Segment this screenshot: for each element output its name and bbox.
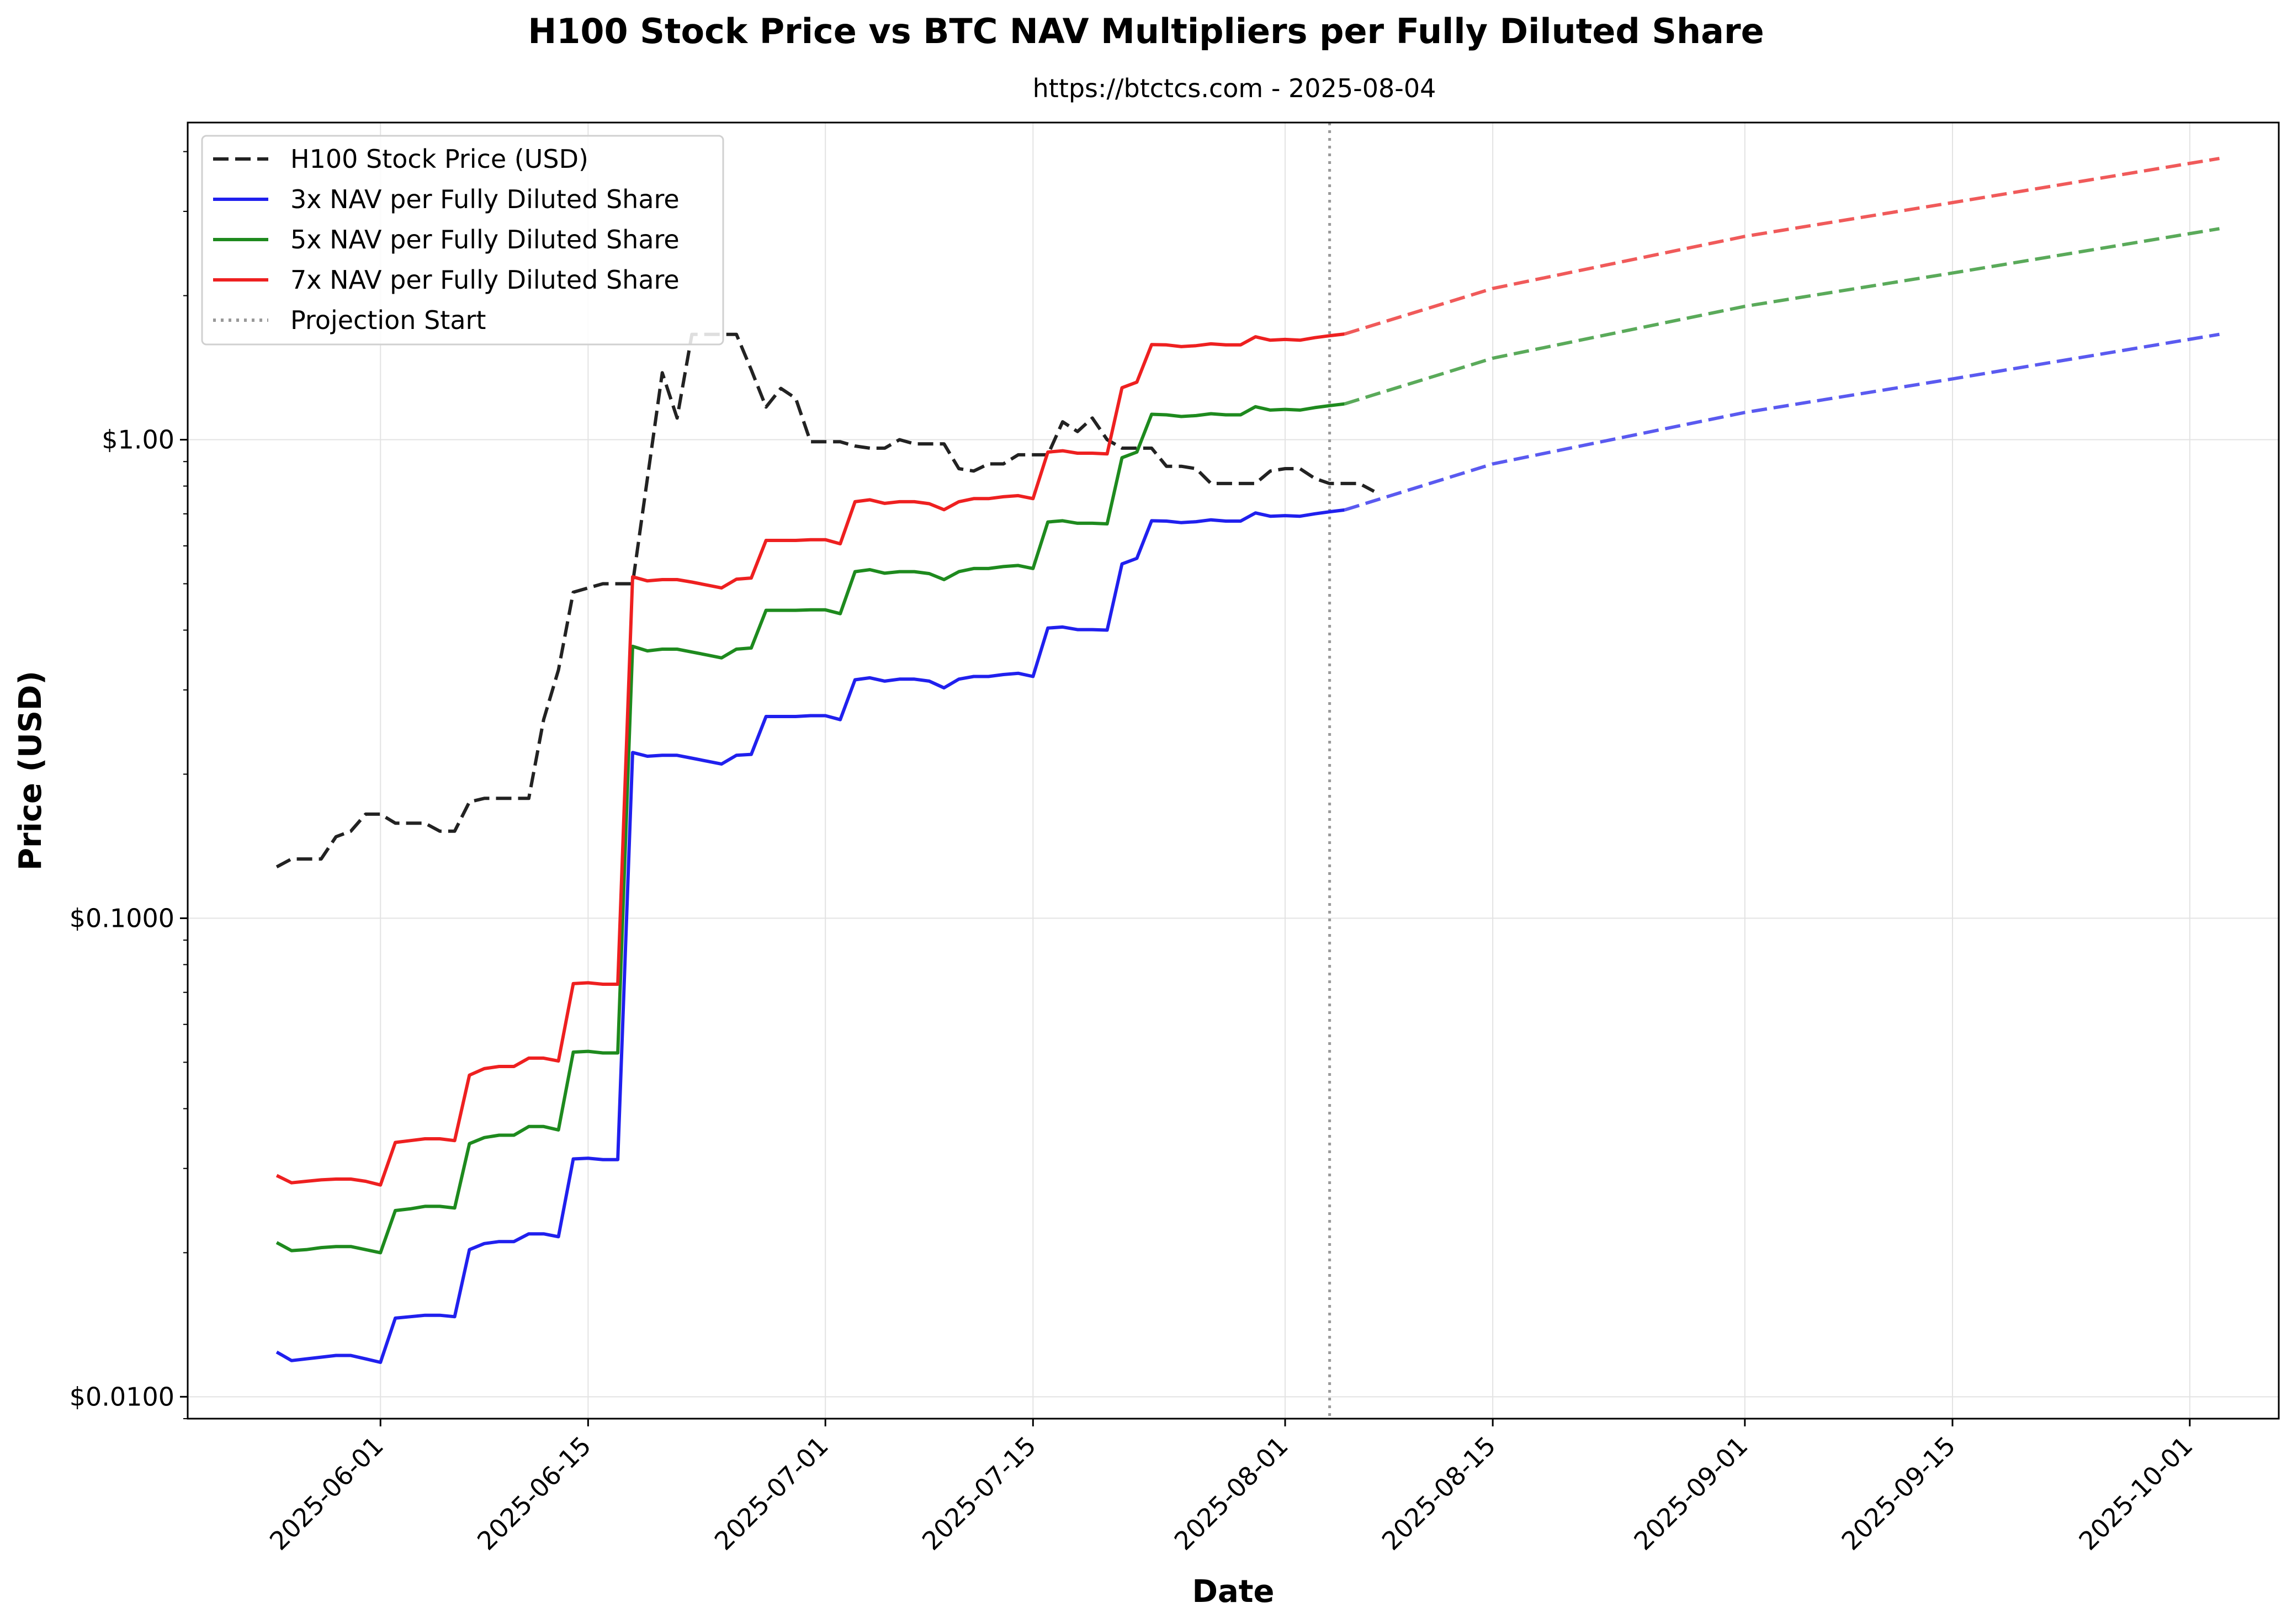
series-line [275, 332, 1345, 1187]
legend-label: 5x NAV per Fully Diluted Share [290, 225, 680, 254]
y-tick-label: $0.1000 [70, 903, 174, 933]
x-tick-label: 2025-09-01 [1628, 1431, 1753, 1556]
projection-line [1344, 157, 2220, 336]
legend: H100 Stock Price (USD) 3x NAV per Fully D… [201, 135, 724, 346]
x-tick-label: 2025-07-01 [709, 1431, 834, 1556]
legend-label: 3x NAV per Fully Diluted Share [290, 184, 680, 214]
axis-ticks: 2025-06-01 2025-06-15 2025-07-01 2025-07-15… [70, 151, 2199, 1556]
chart-title: H100 Stock Price vs BTC NAV Multipliers … [528, 11, 1764, 51]
series-line [275, 332, 1375, 869]
plot-frame [187, 121, 2280, 1420]
projection-line [1344, 332, 2220, 512]
x-tick-label: 2025-07-15 [916, 1431, 1042, 1556]
x-tick-label: 2025-10-01 [2073, 1431, 2198, 1556]
x-axis-label: Date [1192, 1574, 1274, 1610]
chart-subtitle: https://btctcs.com - 2025-08-04 [1033, 73, 1436, 103]
x-tick-label: 2025-06-01 [264, 1431, 389, 1556]
y-tick-label: $1.00 [102, 425, 174, 455]
legend-label: H100 Stock Price (USD) [290, 144, 588, 174]
y-tick-label: $0.0100 [70, 1382, 174, 1411]
x-tick-label: 2025-09-15 [1836, 1431, 1961, 1556]
x-tick-label: 2025-06-15 [471, 1431, 597, 1556]
projection-line [1344, 227, 2220, 406]
series-line [275, 402, 1345, 1255]
y-axis-label: Price (USD) [13, 671, 49, 871]
x-tick-label: 2025-08-01 [1169, 1431, 1294, 1556]
series-line [275, 508, 1345, 1364]
legend-label: 7x NAV per Fully Diluted Share [290, 265, 680, 295]
x-tick-label: 2025-08-15 [1376, 1431, 1502, 1556]
series-lines [275, 123, 2220, 1419]
legend-label: Projection Start [290, 305, 486, 335]
legend-box [201, 135, 724, 346]
